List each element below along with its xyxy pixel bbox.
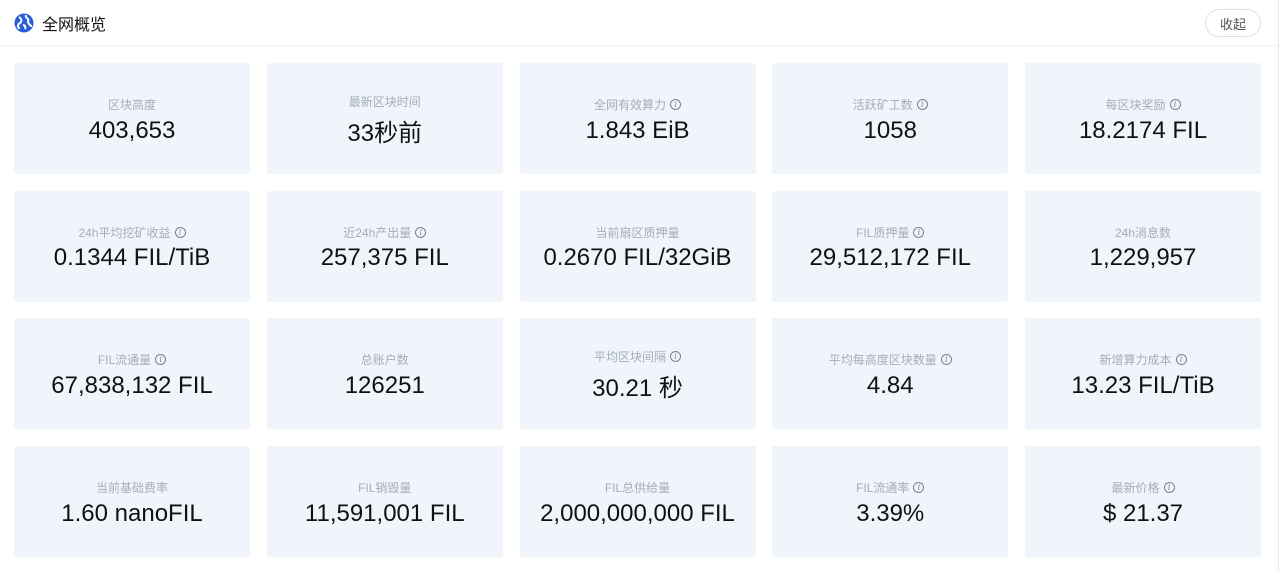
stat-label: FIL流通率 (856, 481, 910, 496)
stat-value: 1.60 nanoFIL (61, 499, 203, 527)
stat-label-row: 活跃矿工数 i (853, 97, 928, 113)
stat-card: 24h平均挖矿收益 i 0.1344 FIL/TiB (14, 190, 250, 302)
stat-card: 24h消息数 1,229,957 (1025, 190, 1261, 302)
page-header: 全网概览 收起 (0, 0, 1278, 46)
info-icon[interactable]: i (155, 354, 167, 366)
stat-label: 活跃矿工数 (852, 98, 913, 112)
stat-value: 29,512,172 FIL (809, 244, 971, 272)
stat-card: 当前基础费率 1.60 nanoFIL (14, 446, 250, 558)
stat-label-row: 区块高度 (108, 97, 156, 113)
stat-label: 全网有效算力 (593, 98, 666, 112)
stat-label-row: 24h消息数 (1115, 224, 1171, 240)
page-title: 全网概览 (42, 16, 107, 34)
stat-label-row: 当前基础费率 (96, 480, 168, 496)
stat-label: 24h消息数 (1114, 225, 1172, 240)
info-icon[interactable]: i (670, 99, 681, 110)
stat-label: FIL销毁量 (358, 481, 412, 496)
stat-label: 平均每高度区块数量 (828, 353, 937, 368)
stat-label-row: 近24h产出量 i (343, 224, 427, 240)
stat-label: FIL质押量 (856, 225, 910, 240)
info-icon[interactable]: i (415, 226, 427, 238)
stat-label: 平均区块间隔 (593, 349, 666, 364)
collapse-button[interactable]: 收起 (1205, 9, 1261, 37)
stat-label: 区块高度 (107, 98, 156, 112)
stat-label-row: 总账户数 (361, 352, 409, 368)
stat-value: 67,838,132 FIL (51, 371, 213, 399)
stat-label: 当前基础费率 (95, 481, 168, 496)
stats-grid: 区块高度 403,653 最新区块时间 33秒前 全网有效算力 i 1.843 EiB 活跃矿… (14, 63, 1261, 558)
stat-label-row: 全网有效算力 i (594, 97, 681, 113)
info-icon[interactable]: i (1175, 354, 1187, 366)
stat-card: FIL销毁量 11,591,001 FIL (266, 446, 503, 558)
info-icon[interactable]: i (940, 354, 952, 366)
info-icon[interactable]: i (913, 482, 925, 494)
info-icon[interactable]: i (913, 226, 925, 238)
stat-value: 13.23 FIL/TiB (1071, 371, 1215, 399)
info-icon[interactable]: i (174, 226, 186, 238)
stat-card: FIL质押量 i 29,512,172 FIL (772, 190, 1009, 302)
stat-card: 全网有效算力 i 1.843 EiB (519, 63, 756, 174)
stat-label-row: FIL总供给量 (605, 480, 670, 496)
stat-value: 2,000,000,000 FIL (540, 499, 735, 527)
stat-value: 1058 (863, 116, 917, 144)
stat-card: 活跃矿工数 i 1058 (772, 63, 1009, 174)
info-icon[interactable]: i (1163, 482, 1175, 494)
info-icon[interactable]: i (916, 99, 928, 110)
stat-card: 总账户数 126251 (266, 318, 503, 430)
stat-value: 4.84 (866, 371, 914, 399)
stat-label-row: 每区块奖励 i (1105, 97, 1181, 113)
stat-value: $ 21.37 (1102, 499, 1184, 527)
stat-card: FIL总供给量 2,000,000,000 FIL (519, 446, 756, 558)
stat-card: 平均每高度区块数量 i 4.84 (772, 318, 1009, 430)
stat-label-row: 平均每高度区块数量 i (829, 352, 952, 368)
stat-value: 18.2174 FIL (1078, 116, 1208, 144)
stat-value: 126251 (344, 371, 425, 399)
globe-icon (14, 13, 34, 32)
stat-card: 新增算力成本 i 13.23 FIL/TiB (1025, 318, 1261, 430)
stat-label-row: 24h平均挖矿收益 i (78, 224, 186, 240)
stat-card: 最新价格 i $ 21.37 (1025, 446, 1261, 558)
stat-card: 区块高度 403,653 (14, 63, 250, 174)
stat-value: 1,229,957 (1089, 244, 1197, 272)
stat-value: 30.21 秒 (592, 375, 683, 403)
stat-card: 每区块奖励 i 18.2174 FIL (1025, 63, 1261, 174)
stat-label: 每区块奖励 (1105, 98, 1166, 112)
stat-label: FIL总供给量 (604, 481, 671, 496)
stat-card: FIL流通量 i 67,838,132 FIL (14, 318, 250, 430)
stat-value: 403,653 (88, 116, 176, 144)
stat-label-row: 最新区块时间 (349, 93, 421, 109)
stat-label-row: FIL流通率 i (856, 480, 925, 496)
stat-value: 0.2670 FIL/32GiB (543, 244, 732, 272)
stat-label-row: FIL流通量 i (97, 352, 167, 368)
info-icon[interactable]: i (670, 350, 681, 362)
stat-value: 33秒前 (347, 120, 423, 147)
stat-label: 近24h产出量 (343, 225, 412, 240)
stat-card: 近24h产出量 i 257,375 FIL (266, 190, 503, 302)
stat-label-row: FIL销毁量 (358, 480, 411, 496)
stat-card: 当前扇区质押量 0.2670 FIL/32GiB (519, 190, 756, 302)
stat-label-row: FIL质押量 i (856, 224, 925, 240)
stat-label: 总账户数 (360, 353, 409, 368)
stat-label: 最新价格 (1111, 481, 1160, 496)
stat-label-row: 新增算力成本 i (1099, 352, 1187, 368)
stat-card: 最新区块时间 33秒前 (266, 63, 503, 174)
stat-label: FIL流通量 (97, 353, 152, 368)
stat-label-row: 最新价格 i (1111, 480, 1175, 496)
stat-value: 0.1344 FIL/TiB (53, 244, 211, 272)
stat-label: 新增算力成本 (1099, 353, 1172, 368)
stat-value: 1.843 EiB (585, 116, 690, 144)
stat-label-row: 当前扇区质押量 (595, 224, 679, 240)
stat-label: 24h平均挖矿收益 (78, 225, 171, 240)
stat-card: 平均区块间隔 i 30.21 秒 (519, 318, 756, 430)
stat-label-row: 平均区块间隔 i (594, 348, 681, 364)
stat-value: 11,591,001 FIL (304, 499, 465, 527)
info-icon[interactable]: i (1169, 99, 1181, 110)
stat-value: 3.39% (856, 499, 925, 527)
stat-card: FIL流通率 i 3.39% (772, 446, 1009, 558)
stat-value: 257,375 FIL (320, 244, 449, 272)
stat-label: 最新区块时间 (348, 94, 421, 109)
stat-label: 当前扇区质押量 (595, 225, 680, 240)
